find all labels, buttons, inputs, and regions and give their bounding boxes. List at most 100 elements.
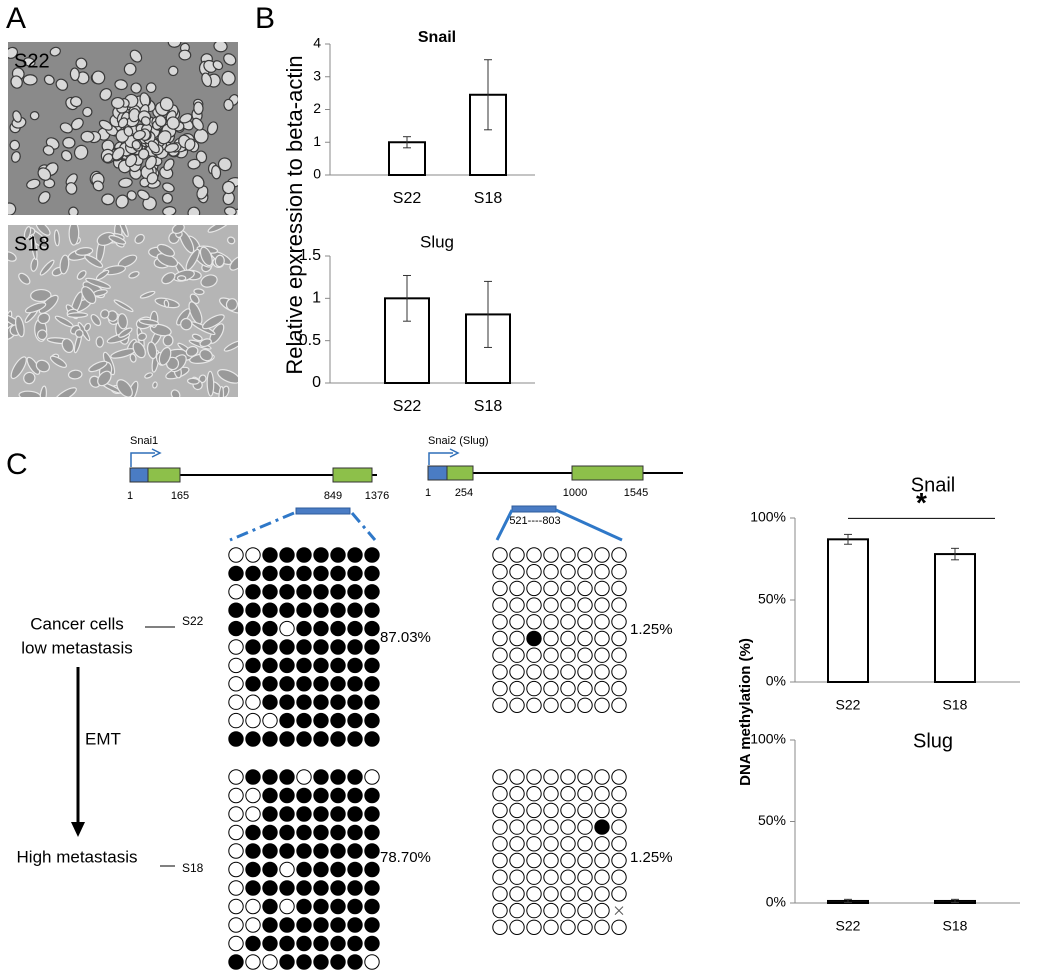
unmethylated-site bbox=[526, 886, 542, 902]
y-tick-label: 100% bbox=[750, 731, 786, 747]
unmethylated-site bbox=[560, 697, 576, 713]
y-tick-label: 0 bbox=[313, 166, 321, 182]
unmethylated-site bbox=[594, 580, 610, 597]
unmethylated-site bbox=[577, 902, 593, 919]
methylated-site bbox=[313, 657, 329, 674]
methylated-site bbox=[245, 861, 261, 878]
unmethylated-site bbox=[526, 786, 542, 802]
methylated-site bbox=[313, 806, 329, 822]
unmethylated-site bbox=[577, 597, 593, 613]
methylated-site bbox=[364, 602, 380, 618]
unmethylated-site bbox=[492, 836, 508, 852]
unmethylated-site bbox=[245, 694, 261, 710]
cell bbox=[70, 96, 83, 108]
methylated-site bbox=[347, 843, 363, 859]
cell bbox=[193, 288, 205, 296]
methylated-site bbox=[279, 565, 295, 582]
cell bbox=[73, 144, 89, 160]
methylated-site bbox=[330, 584, 346, 600]
methylated-site bbox=[364, 898, 380, 915]
methylated-site bbox=[364, 584, 380, 600]
unmethylated-site bbox=[560, 786, 576, 802]
unmethylated-site bbox=[611, 886, 627, 902]
methylated-site bbox=[364, 547, 380, 563]
unmethylated-site bbox=[492, 852, 508, 869]
cell bbox=[187, 206, 201, 215]
methylated-site bbox=[347, 620, 363, 637]
methylated-site bbox=[279, 712, 295, 729]
methylated-site bbox=[364, 694, 380, 710]
unmethylated-site bbox=[560, 869, 576, 885]
cell bbox=[82, 106, 93, 118]
error-bar bbox=[844, 533, 852, 545]
cell bbox=[165, 356, 180, 371]
methylated-site bbox=[313, 639, 329, 655]
methylated-site bbox=[364, 787, 380, 804]
gene-position: 1 bbox=[425, 487, 431, 499]
gene-diagram bbox=[129, 448, 377, 542]
methylated-site bbox=[279, 731, 295, 747]
methylated-site bbox=[228, 731, 244, 747]
unmethylated-site bbox=[509, 886, 525, 902]
methylated-site bbox=[330, 712, 346, 729]
cell bbox=[207, 225, 231, 233]
methylated-site bbox=[330, 843, 346, 859]
error-bar bbox=[484, 280, 492, 348]
cell bbox=[192, 117, 204, 131]
unmethylated-site bbox=[279, 861, 295, 878]
methylated-site bbox=[313, 954, 329, 970]
unmethylated-site bbox=[509, 769, 525, 785]
unmethylated-site bbox=[509, 902, 525, 919]
panel-label: B bbox=[255, 2, 275, 35]
methylated-site bbox=[262, 657, 278, 674]
unmethylated-site bbox=[594, 919, 610, 935]
unmethylated-site bbox=[492, 802, 508, 819]
unmethylated-site bbox=[492, 564, 508, 580]
methylated-site bbox=[262, 584, 278, 600]
unmethylated-site bbox=[594, 564, 610, 580]
unmethylated-site bbox=[577, 886, 593, 902]
unmethylated-site bbox=[492, 786, 508, 802]
methylated-site bbox=[245, 880, 261, 896]
cell bbox=[161, 272, 176, 285]
unmethylated-site bbox=[543, 547, 559, 563]
cell bbox=[202, 314, 225, 330]
methylated-site bbox=[245, 731, 261, 747]
methylated-site bbox=[262, 620, 278, 637]
cell bbox=[101, 193, 115, 206]
methylated-site bbox=[262, 639, 278, 655]
unmethylated-site bbox=[577, 819, 593, 835]
unmethylated-site bbox=[492, 614, 508, 630]
cell bbox=[88, 360, 108, 373]
gene-position: 849 bbox=[324, 490, 342, 502]
cell bbox=[26, 178, 41, 190]
unmethylated-site bbox=[526, 597, 542, 613]
cell bbox=[193, 101, 204, 115]
methylated-site bbox=[313, 843, 329, 859]
methylated-site bbox=[262, 694, 278, 710]
methylated-site bbox=[262, 861, 278, 878]
unmethylated-site bbox=[492, 819, 508, 835]
cell bbox=[162, 182, 175, 193]
methylated-site bbox=[330, 694, 346, 710]
unmethylated-site bbox=[611, 647, 627, 663]
unmethylated-site bbox=[228, 861, 244, 878]
unmethylated-site bbox=[509, 919, 525, 935]
methylated-site bbox=[313, 880, 329, 896]
unmethylated-site bbox=[543, 697, 559, 713]
y-axis-title: Relative epxression to beta-actin bbox=[282, 55, 307, 374]
cell bbox=[98, 119, 113, 131]
cell bbox=[95, 336, 104, 348]
methylated-site bbox=[347, 787, 363, 804]
unmethylated-site bbox=[509, 869, 525, 885]
unmethylated-site bbox=[492, 597, 508, 613]
x-tick-label: S18 bbox=[943, 918, 968, 934]
cell bbox=[221, 70, 236, 86]
cell bbox=[68, 206, 79, 215]
unmethylated-site bbox=[245, 547, 261, 563]
cell bbox=[211, 164, 222, 180]
cell bbox=[65, 182, 78, 195]
unmethylated-site bbox=[611, 802, 627, 819]
unmethylated-site bbox=[611, 564, 627, 580]
unmethylated-site bbox=[543, 664, 559, 680]
